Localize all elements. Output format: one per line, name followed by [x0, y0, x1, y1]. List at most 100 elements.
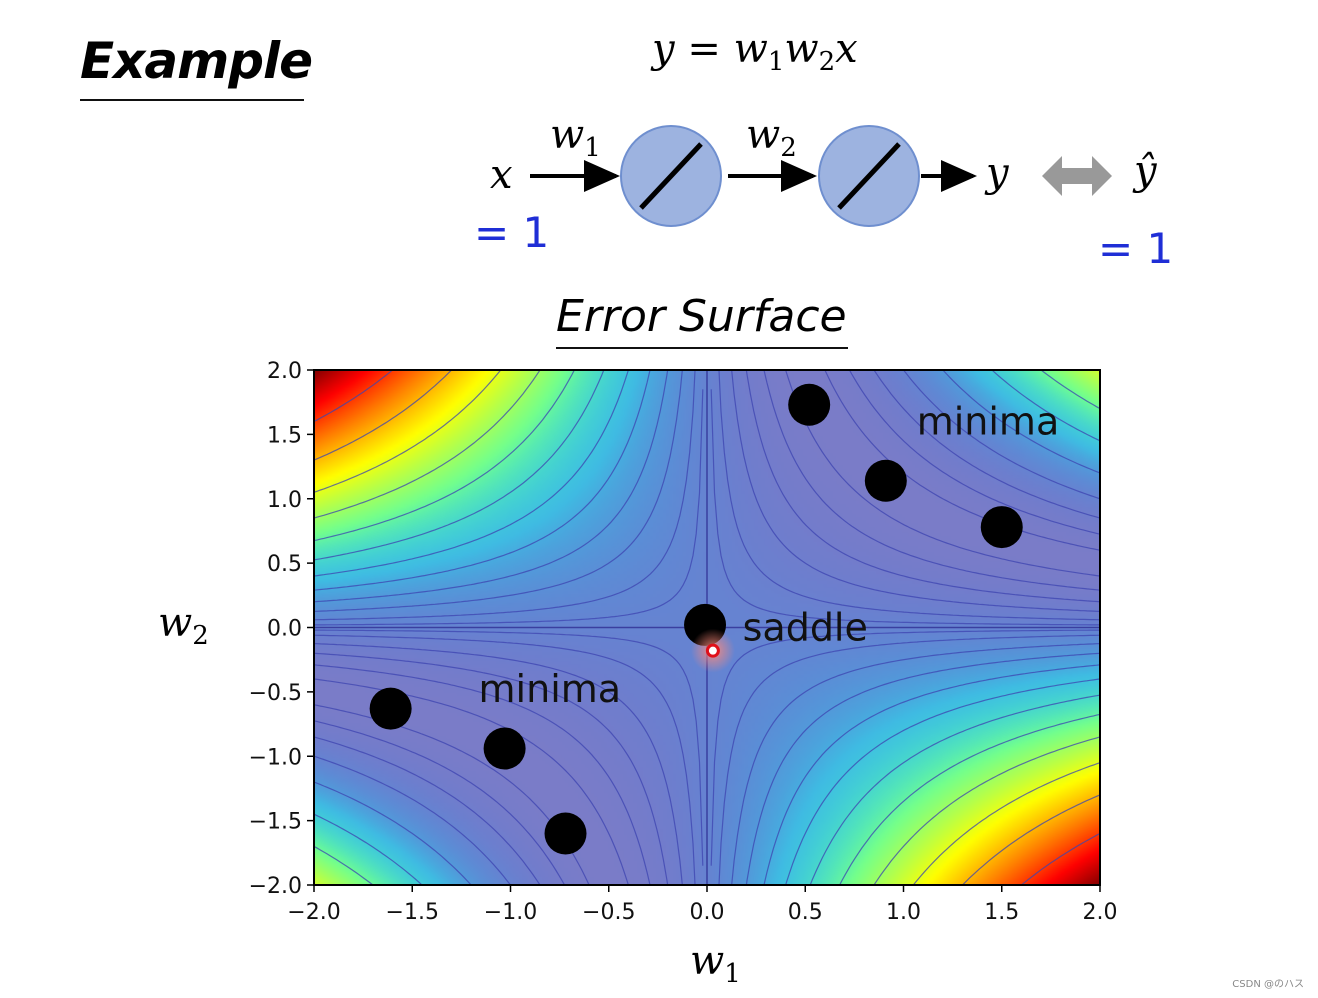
- contour-line: [314, 736, 541, 885]
- contour-lines: [314, 370, 1100, 885]
- contour-line: [991, 370, 1100, 442]
- title-underline: [80, 99, 304, 101]
- y-tick-label: 0.0: [267, 617, 302, 642]
- x-tick-label: 0.5: [788, 900, 823, 925]
- y-tick-label: 2.0: [267, 359, 302, 384]
- contour-line: [873, 370, 1100, 519]
- x-tick-label: −1.0: [484, 900, 537, 925]
- contour-line: [314, 720, 566, 885]
- contour-line: [314, 370, 453, 461]
- x-tick-label: −0.5: [582, 900, 635, 925]
- target-value: = 1: [1098, 224, 1174, 273]
- contour-line: [848, 370, 1100, 535]
- error-surface-plot: −2.0 −1.5 −1.0 −0.5 0.0 0.5 1.0 1.5 2.0 2.0 1.5 1.…: [249, 359, 1118, 925]
- contour-line: [838, 713, 1100, 885]
- example-title: Example: [80, 32, 313, 90]
- critical-points: [369, 383, 1023, 855]
- contour-line: [718, 370, 1100, 621]
- contour-line: [314, 813, 423, 885]
- contour-line: [314, 664, 651, 885]
- y-tick-label: −1.5: [249, 810, 302, 835]
- weight-w1-sub: 1: [584, 132, 601, 163]
- contour-line: [314, 629, 704, 866]
- contour-line: [314, 370, 502, 493]
- contour-line: [1040, 370, 1100, 410]
- formula-w1: w: [733, 26, 768, 72]
- x-tick-label: 1.0: [886, 900, 921, 925]
- x-tick-label: 2.0: [1083, 900, 1118, 925]
- weight-w2-label: w2: [746, 112, 797, 163]
- formula: y = w1w2x: [652, 26, 858, 77]
- x-axis-letter: w: [690, 938, 725, 984]
- contour-line: [710, 629, 1100, 866]
- watermark: CSDN @のハス: [1232, 979, 1304, 990]
- error-surface-title: Error Surface: [556, 291, 847, 342]
- contour-line: [824, 370, 1100, 551]
- x-tick-label: 1.5: [984, 900, 1019, 925]
- formula-x: x: [835, 26, 858, 72]
- contour-line: [710, 389, 1100, 626]
- formula-w2: w: [784, 26, 819, 72]
- contour-line: [1020, 832, 1100, 885]
- contour-line: [942, 370, 1100, 474]
- weight-w2-sub: 2: [780, 132, 797, 163]
- contour-line: [314, 370, 696, 621]
- annotation-label: minima: [917, 399, 1060, 443]
- minimum-point: [980, 506, 1023, 549]
- contour-line: [314, 370, 683, 612]
- contour-line: [314, 643, 683, 885]
- y-axis-letter: w: [158, 600, 193, 646]
- x-axis-label: w1: [690, 938, 741, 989]
- y-tick-label: −1.0: [249, 745, 302, 770]
- contour-line: [731, 643, 1100, 885]
- error-surface-underline: [556, 347, 848, 349]
- y-tick-label: 1.5: [267, 423, 302, 448]
- minimum-point: [544, 812, 587, 855]
- formula-y: y: [652, 26, 675, 72]
- target-yhat-label: ŷ: [1134, 148, 1157, 194]
- weight-w1-label: w1: [550, 112, 601, 163]
- contour-line: [763, 370, 1100, 591]
- input-value: = 1: [474, 208, 550, 257]
- y-axis-sub: 2: [192, 620, 209, 651]
- contour-line: [314, 370, 576, 542]
- contour-line: [314, 652, 669, 885]
- contour-line: [314, 781, 472, 885]
- network-diagram: [530, 125, 1112, 227]
- annotation-label: saddle: [743, 605, 868, 649]
- contour-line: [314, 634, 696, 885]
- contour-line: [314, 678, 629, 885]
- x-axis-ticks: −2.0 −1.5 −1.0 −0.5 0.0 0.5 1.0 1.5 2.0: [287, 885, 1118, 925]
- contour-line: [961, 794, 1100, 885]
- x-tick-label: −2.0: [287, 900, 340, 925]
- weight-w1-letter: w: [550, 112, 585, 158]
- plot-annotations: minima minima saddle: [479, 399, 1060, 711]
- contour-line: [745, 652, 1100, 885]
- x-axis-sub: 1: [724, 958, 741, 989]
- current-point-marker: [705, 643, 720, 658]
- linear-activation-icon: [837, 142, 901, 210]
- contour-line: [314, 845, 374, 885]
- compare-double-arrow-icon: [1042, 156, 1112, 196]
- weight-w2-letter: w: [746, 112, 781, 158]
- contour-line: [809, 694, 1100, 885]
- contour-line: [718, 634, 1100, 885]
- output-y-label: y: [986, 150, 1009, 196]
- minimum-point: [369, 687, 412, 730]
- annotation-label: minima: [479, 667, 622, 711]
- input-x-label: x: [490, 152, 513, 198]
- y-axis-label: w2: [158, 600, 209, 651]
- contour-line: [314, 370, 541, 519]
- minimum-point: [483, 727, 526, 770]
- x-tick-label: 0.0: [690, 900, 725, 925]
- contour-line: [763, 664, 1100, 885]
- contour-line: [785, 678, 1100, 885]
- y-axis-ticks: 2.0 1.5 1.0 0.5 0.0 −0.5 −1.0 −1.5 −2.0: [249, 359, 314, 899]
- linear-activation-icon: [639, 142, 703, 210]
- contour-line: [314, 370, 629, 577]
- formula-w2-sub: 2: [818, 46, 836, 77]
- contour-line: [873, 736, 1100, 885]
- contour-line: [314, 370, 605, 561]
- contour-line: [314, 370, 394, 423]
- y-tick-label: 1.0: [267, 488, 302, 513]
